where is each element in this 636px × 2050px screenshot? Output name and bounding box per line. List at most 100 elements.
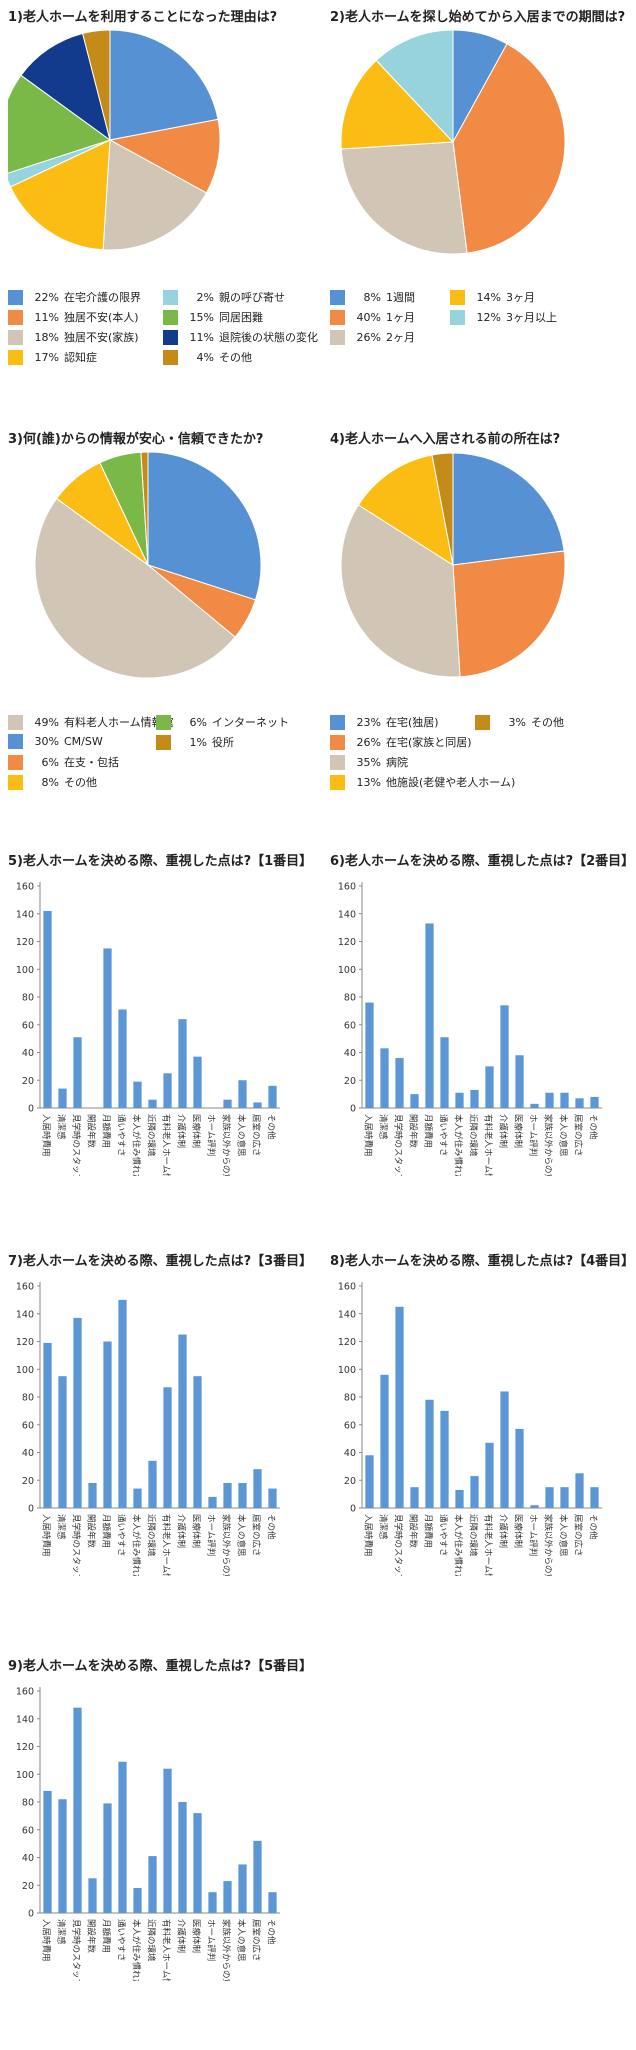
legend-label: その他 [64,776,97,789]
legend-item: 26% 在宅(家族と同居) [330,734,472,750]
legend-label: インターネット [212,716,289,729]
legend-percent: 2% [196,290,214,304]
legend-percent: 17% [34,350,59,364]
legend-item: 12% 3ヶ月以上 [450,309,557,325]
legend-item: 3% その他 [475,714,564,730]
x-tick-label: その他 [588,1114,599,1140]
y-tick-label: 40 [22,1448,34,1459]
pie-slice [431,452,454,566]
bar [223,1099,232,1108]
bar [560,1092,569,1108]
pie-panel-3: 3)何(誰)からの情報が安心・信頼できたか? 49% 有料老人ホーム情報館 30% C… [8,428,318,798]
legend-label: 独居不安(本人) [64,311,139,324]
bar [178,1019,187,1108]
bar [223,1881,232,1913]
legend-label: その他 [531,716,564,729]
legend-item: 11% 独居不安(本人) [8,309,139,325]
legend-item: 49% 有料老人ホーム情報館 [8,714,174,730]
legend-label: 2ヶ月 [386,331,415,344]
y-tick-label: 0 [28,1909,34,1920]
x-tick-label: 有料老人ホーム情報館からの勧め [161,1514,172,1576]
legend-swatch [8,289,23,305]
legend-percent: 35% [356,755,381,769]
legend-swatch [330,309,345,325]
y-tick-label: 20 [22,1076,34,1087]
legend-swatch [330,714,345,730]
legend-swatch [330,329,345,345]
x-tick-label: ホーム評判 [528,1114,539,1156]
x-tick-label: 清潔感 [56,1114,67,1140]
bar [58,1799,67,1913]
legend-percent: 3% [508,715,526,729]
y-tick-label: 160 [16,1687,34,1698]
legend-swatch [450,289,465,305]
pie-slice [340,59,455,150]
y-tick-label: 120 [338,1337,356,1348]
y-tick-label: 40 [22,1048,34,1059]
bar [88,1878,97,1913]
bar [103,1803,112,1913]
x-tick-label: 月額費用 [423,1114,434,1148]
legend-swatch [330,774,345,790]
chart-title: 8)老人ホームを決める際、重視した点は?【4番目】 [330,1254,635,1269]
x-tick-label: 入居時費用 [41,1114,52,1157]
legend-percent: 12% [476,310,501,324]
legend-percent: 6% [189,715,207,729]
bar [163,1073,172,1108]
pie-slice [9,139,111,251]
legend-swatch [163,289,178,305]
bar [425,923,434,1108]
x-tick-label: ホーム評判 [528,1514,539,1556]
x-tick-label: 見学時のスタッフ対応 [393,1114,404,1176]
x-tick-label: 入居時費用 [363,1514,374,1557]
x-tick-label: 本人が住み慣れた土地 [453,1514,464,1576]
legend-label: 在宅(独居) [386,716,439,729]
x-tick-label: 月額費用 [101,1114,112,1148]
x-tick-label: 通いやすさ [116,1114,127,1157]
legend-item: 40% 1ヶ月 [330,309,415,325]
legend-item: 11% 退院後の状態の変化 [163,329,318,345]
x-tick-label: 近隣の環境 [468,1114,479,1157]
legend-item: 13% 他施設(老健や老人ホーム) [330,774,515,790]
legend-swatch [8,734,23,749]
legend-label: 退院後の状態の変化 [219,331,318,344]
legend-percent: 6% [41,755,59,769]
bar [238,1080,247,1108]
bar [178,1334,187,1508]
legend-label: 他施設(老健や老人ホーム) [386,776,516,789]
y-tick-label: 160 [16,1282,34,1293]
bar [133,1081,142,1108]
x-tick-label: 見学時のスタッフ対応 [71,1919,82,1981]
pie-slice [357,454,454,567]
bar [133,1888,142,1913]
bar [193,1376,202,1508]
bar [148,1099,157,1108]
bar [380,1374,389,1508]
legend-swatch [163,309,178,325]
bar [395,1058,404,1108]
y-tick-label: 60 [22,1825,34,1836]
legend-percent: 49% [34,715,59,729]
y-tick-label: 60 [22,1020,34,1031]
pie-chart [340,29,566,255]
bar [43,1342,52,1508]
bar [148,1856,157,1913]
bar-chart: 0 20 40 60 80 100 120 140 160 入居時費用 清潔感 見学時のスタッフ対応開… [338,882,602,1176]
x-tick-label: 本人の意思 [236,1114,247,1157]
x-tick-label: 見学時のスタッフ対応 [71,1114,82,1176]
pie-chart [34,451,262,679]
legend-item: 14% 3ヶ月 [450,289,535,305]
bar [425,1399,434,1508]
legend-item: 8% その他 [8,774,97,790]
chart-title: 3)何(誰)からの情報が安心・信頼できたか? [8,432,264,447]
legend-percent: 30% [34,735,59,748]
pie-slice [82,29,111,141]
bar [118,1299,127,1509]
bar [395,1306,404,1508]
legend-item: 22% 在宅介護の限界 [8,289,141,305]
bar-chart: 0 20 40 60 80 100 120 140 160 入居時費用 清潔感 見学時のスタッフ対応開… [16,1282,280,1576]
x-tick-label: 有料老人ホーム情報館からの勧め [161,1114,172,1176]
legend-swatch [450,309,465,325]
pie-slice [375,29,454,144]
x-tick-label: 本人の意思 [558,1114,569,1157]
